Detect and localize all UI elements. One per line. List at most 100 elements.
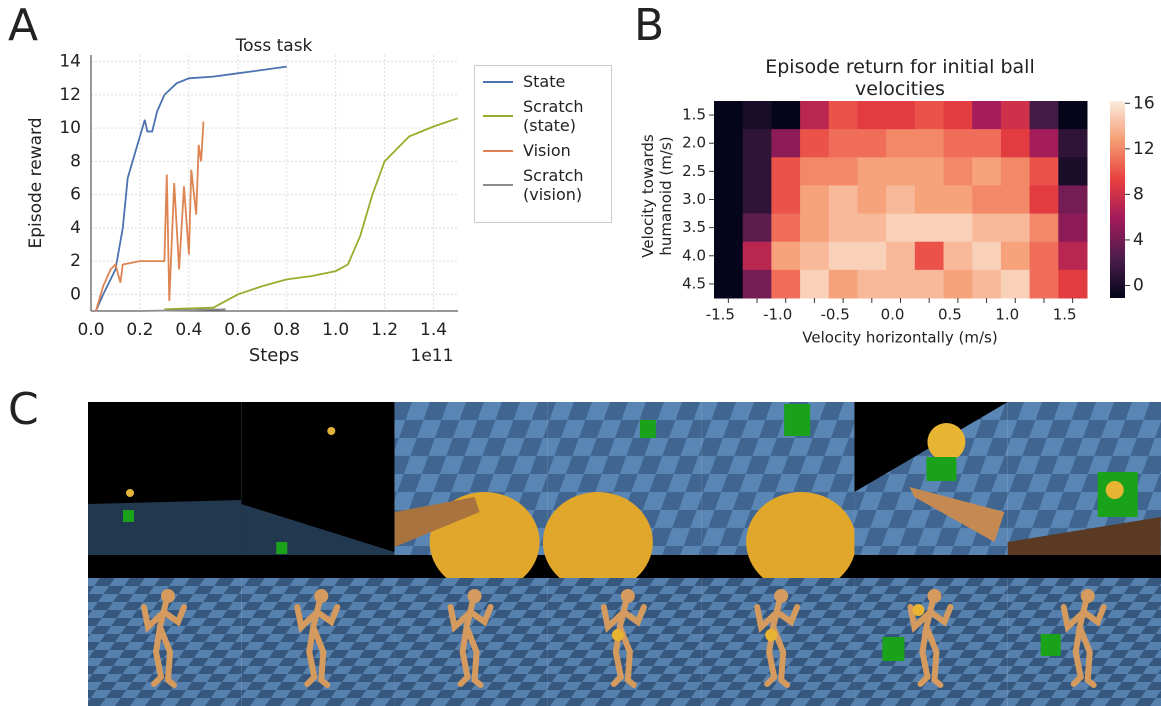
heatmap-cell [800,270,829,299]
heatmap-cell [771,101,800,130]
box [784,404,810,436]
heatmap-cell [1001,101,1030,130]
x-tick-label: -0.5 [820,306,849,324]
y-tick-label: 4.5 [682,274,706,292]
heatmap-cell [857,101,886,130]
heatmap-cell [972,101,1001,130]
heatmap-cell [944,214,973,243]
heatmap-cell [886,214,915,243]
x-tick-label: -1.0 [763,306,792,324]
heatmap-cell [1030,101,1059,130]
heatmap-cell [915,129,944,158]
colorbar-tick-label: 12 [1133,139,1155,159]
heatmap-cell [829,242,858,271]
y-tick-label: 10 [59,118,81,138]
legend-swatch [481,180,515,190]
x-tick-label: -1.5 [706,306,735,324]
heatmap-cell [944,129,973,158]
heatmap-cell [1001,214,1030,243]
heatmap-cell [886,185,915,214]
legend-label: Scratch (vision) [523,166,603,204]
heatmap-cell [1030,157,1059,186]
heatmap-cell [1001,270,1030,299]
humanoid-head [468,589,482,603]
heatmap-cell [915,270,944,299]
heatmap-cell [944,185,973,214]
x-tick-label: 1.4 [420,320,447,340]
heatmap-cell [1030,270,1059,299]
y-tick-label: 6 [70,185,81,205]
heatmap-cell [771,270,800,299]
heatmap-cell [1030,214,1059,243]
y-tick-label: 4 [70,218,81,238]
ball [927,423,965,461]
box [276,542,287,554]
heatmap-cell [915,242,944,271]
humanoid-head [161,589,175,603]
heatmap-cell [1058,157,1087,186]
ball [612,629,624,641]
y-tick-label: 12 [59,85,81,105]
heatmap-cell [771,129,800,158]
x-tick-label: 0.0 [77,320,104,340]
heatmap-cell [857,157,886,186]
heatmap-cell [944,270,973,299]
heatmap-cell [857,270,886,299]
heatmap-cell [771,185,800,214]
series-line [96,122,204,312]
heatmap-cell [915,157,944,186]
heatmap-cell [1058,101,1087,130]
x-tick-label: 0.4 [175,320,202,340]
legend: StateScratch (state)VisionScratch (visio… [474,65,612,223]
heatmap-cell [743,270,772,299]
video-frames [88,402,1161,706]
heatmap-cell [714,242,743,271]
heatmap-cell [1030,242,1059,271]
legend-item: Scratch (vision) [481,166,611,204]
legend-swatch [481,77,515,87]
humanoid-head [927,589,941,603]
heatmap-cell [944,101,973,130]
heatmap-cell [1058,214,1087,243]
ball [327,427,335,435]
ball [126,489,134,497]
ball [912,604,924,616]
legend-item: Vision [481,141,611,160]
ball-close [543,492,653,592]
heatmap-cell [1001,157,1030,186]
series-line [164,118,458,309]
x-axis-label: Steps [249,345,299,366]
y-tick-label: 2 [70,251,81,271]
heatmap-cell [1030,185,1059,214]
chart-title: Episode return for initial ball velociti… [752,56,1048,100]
heatmap-cell [771,214,800,243]
colorbar-tick-label: 8 [1133,184,1144,204]
heatmap-cell [800,157,829,186]
y-tick-label: 1.5 [682,106,706,124]
heatmap-cell [972,157,1001,186]
panel-label: C [8,388,39,432]
heatmap-cell [1001,185,1030,214]
x-tick-label: 0.2 [126,320,153,340]
y-tick-label: 3.0 [682,190,706,208]
heatmap-cell [886,129,915,158]
heatmap-cell [829,270,858,299]
heatmap-cell [800,185,829,214]
heatmap-cell [743,157,772,186]
heatmap-cell [743,101,772,130]
colorbar-tick-label: 0 [1133,275,1144,295]
ball [765,629,777,641]
heatmap-cell [886,242,915,271]
x-tick-label: 0.6 [224,320,251,340]
heatmap-cell [972,242,1001,271]
x-tick-label: 1.0 [995,306,1019,324]
heatmap-cell [915,101,944,130]
heatmap-cell [800,242,829,271]
heatmap-cell [829,101,858,130]
heatmap-cell [857,185,886,214]
heatmap-cell [771,157,800,186]
heatmap-cell [915,214,944,243]
y-tick-label: 4.0 [682,246,706,264]
heatmap-cell [829,157,858,186]
heatmap-cell [944,157,973,186]
